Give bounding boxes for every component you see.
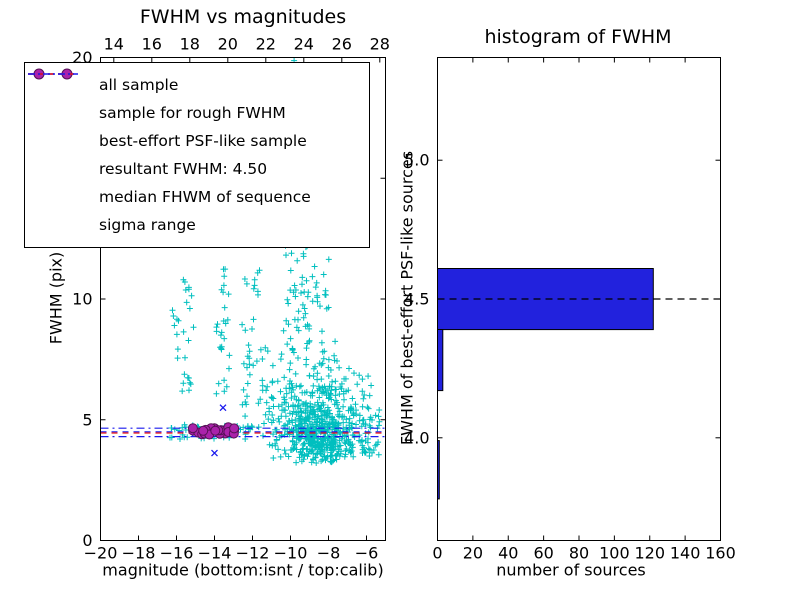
legend-item-median-fwhm: median FHWM of sequence xyxy=(28,73,365,211)
right-yaxis-label: FWHM of best-effort PSF-like sources xyxy=(397,150,417,446)
blue-dashdot-line-icon xyxy=(28,73,89,236)
tick-label: 160 xyxy=(705,544,736,563)
tick-label: −12 xyxy=(236,544,270,563)
tick-label: 28 xyxy=(370,35,390,54)
left-yaxis-label: FWHM (pix) xyxy=(46,251,66,345)
tick-label: 5 xyxy=(82,410,92,429)
tick-label: 0 xyxy=(82,531,92,550)
tick-label: 5.0 xyxy=(404,151,429,170)
legend-item-resultant-fwhm: resultant FWHM: 4.50 xyxy=(28,73,365,183)
tick-label: 4.0 xyxy=(404,428,429,447)
histogram-bar xyxy=(437,329,444,392)
tick-label: 0 xyxy=(432,544,442,563)
tick-label: 20 xyxy=(218,35,238,54)
legend-item-psf-sample: best-effort PSF-like sample xyxy=(33,68,365,155)
left-xaxis-label: magnitude (bottom:isnt / top:calib) xyxy=(102,560,384,580)
left-plot-title: FWHM vs magnitudes xyxy=(139,6,347,28)
legend-label: sigma range xyxy=(99,216,196,234)
legend-item-all-sample: all sample xyxy=(33,70,365,99)
legend-item-rough-fwhm: sample for rough FWHM xyxy=(33,70,365,127)
blue-dashed-line-icon xyxy=(28,73,89,180)
left-plot-data xyxy=(100,57,386,466)
tick-label: 80 xyxy=(569,544,589,563)
tick-label: −18 xyxy=(122,544,156,563)
legend-label: median FHWM of sequence xyxy=(99,188,311,206)
tick-label: 18 xyxy=(180,35,200,54)
red-dashed-line-icon xyxy=(28,73,89,208)
tick-label: 10 xyxy=(72,290,92,309)
legend-label: resultant FWHM: 4.50 xyxy=(99,160,268,178)
tick-label: 4.5 xyxy=(404,290,429,309)
tick-label: −8 xyxy=(317,544,341,563)
right-plot-title: histogram of FWHM xyxy=(484,26,672,48)
purple-circle-marker-icon xyxy=(33,68,89,152)
tick-label: 120 xyxy=(634,544,665,563)
legend-label: sample for rough FWHM xyxy=(99,104,286,122)
tick-label: 20 xyxy=(463,544,483,563)
tick-label: 24 xyxy=(294,35,314,54)
tick-label: −10 xyxy=(274,544,308,563)
tick-label: 14 xyxy=(104,35,124,54)
tick-label: 60 xyxy=(533,544,553,563)
histogram-bar xyxy=(437,268,654,331)
right-xaxis-label: number of sources xyxy=(496,560,646,580)
blue-x-marker-icon xyxy=(33,70,89,124)
tick-label: −14 xyxy=(198,544,232,563)
tick-label: −6 xyxy=(355,544,379,563)
tick-label: 140 xyxy=(670,544,701,563)
tick-label: 100 xyxy=(599,544,630,563)
scatter-psf-sample xyxy=(187,422,240,440)
legend-item-sigma-range: sigma range xyxy=(28,73,365,239)
tick-label: 22 xyxy=(256,35,276,54)
tick-label: 40 xyxy=(498,544,518,563)
legend-label: best-effort PSF-like sample xyxy=(99,132,307,150)
tick-label: 16 xyxy=(142,35,162,54)
legend-label: all sample xyxy=(99,76,179,94)
tick-label: 26 xyxy=(332,35,352,54)
tick-label: −20 xyxy=(84,544,118,563)
tick-label: −16 xyxy=(160,544,194,563)
legend: all sample sample for rough FWHM best-ef… xyxy=(24,62,370,248)
